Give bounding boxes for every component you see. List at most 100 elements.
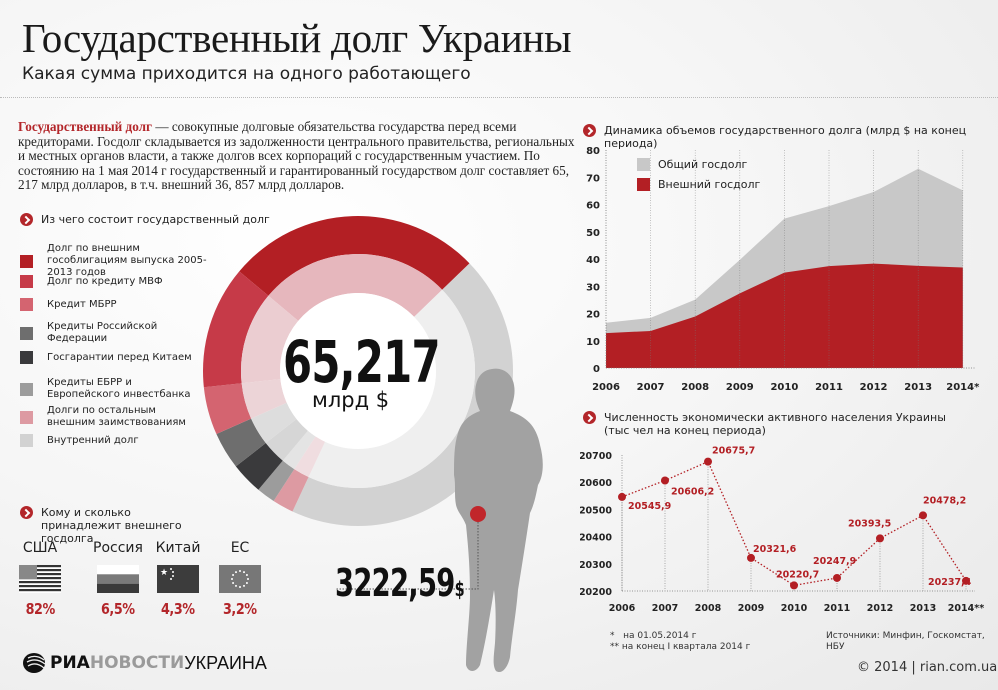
holder-usa: США 82% bbox=[10, 540, 70, 618]
data-label: 20606,2 bbox=[671, 487, 714, 498]
eu-flag-icon bbox=[219, 565, 261, 593]
data-point bbox=[790, 581, 798, 590]
x-tick-label: 2013 bbox=[904, 382, 932, 393]
legend-item: Долги по остальным внешним заимствования… bbox=[20, 405, 207, 429]
x-tick-label: 2012 bbox=[860, 382, 888, 393]
data-label: 20321,6 bbox=[753, 544, 797, 555]
legend-item: Кредиты Российской Федерации bbox=[20, 321, 207, 345]
legend-external-swatch bbox=[637, 178, 650, 191]
data-point bbox=[962, 576, 970, 585]
donut-center bbox=[280, 293, 436, 449]
russia-flag-icon bbox=[97, 565, 139, 593]
footnote-1-mark: * bbox=[610, 631, 615, 641]
holder-share: 3,2% bbox=[223, 600, 257, 618]
data-label: 20237,4 bbox=[928, 577, 972, 588]
data-point bbox=[661, 476, 669, 485]
legend-label: Кредиты ЕБРР и Европейского инвестбанка bbox=[47, 377, 191, 400]
holder-china: Китай ★ 4,3% bbox=[148, 540, 208, 618]
y-tick-label: 20400 bbox=[580, 533, 612, 544]
donut-inner-segment bbox=[251, 402, 297, 444]
copyright: © 2014 | rian.com.ua bbox=[857, 660, 998, 675]
legend-label: Долг по кредиту МВФ bbox=[47, 275, 163, 287]
data-label: 20393,5 bbox=[848, 518, 891, 529]
holder-country: Россия bbox=[93, 540, 143, 556]
y-tick-label: 30 bbox=[586, 282, 600, 293]
footnote-2: ** на конец I квартала 2014 г bbox=[610, 642, 750, 653]
holder-eu: ЕС 3,2% bbox=[210, 540, 270, 618]
footnote-1-text: на 01.05.2014 г bbox=[623, 631, 697, 641]
donut-inner-segment bbox=[282, 430, 316, 470]
legend-label: Госгарантии перед Китаем bbox=[47, 351, 192, 363]
data-point bbox=[876, 534, 884, 543]
per-worker-marker bbox=[335, 506, 486, 590]
y-tick-label: 40 bbox=[586, 255, 600, 266]
donut-segment bbox=[203, 271, 269, 388]
data-label: 20247,9 bbox=[813, 556, 856, 567]
ria-globe-icon bbox=[23, 653, 46, 673]
donut-segment bbox=[258, 460, 295, 501]
legend-swatch bbox=[20, 254, 33, 268]
legend-swatch bbox=[20, 298, 33, 311]
x-tick-label: 2008 bbox=[695, 603, 722, 614]
logo-ria: РИА bbox=[50, 653, 90, 673]
holder-share: 82% bbox=[25, 600, 55, 618]
per-worker-value: 3222,59$ bbox=[335, 563, 465, 609]
legend-external: Внешний госдолг bbox=[637, 178, 760, 191]
composition-heading: Из чего состоит государственный долг bbox=[20, 213, 270, 226]
population-heading-text: Численность экономически активного насел… bbox=[604, 411, 946, 437]
debt-chart-heading-text: Динамика объемов государственного долга … bbox=[604, 124, 967, 150]
footnote-1: * на 01.05.2014 г bbox=[610, 631, 696, 642]
intro-lead: Государственный долг bbox=[18, 119, 153, 134]
legend-total-swatch bbox=[637, 158, 650, 171]
data-label: 20545,9 bbox=[628, 501, 671, 512]
holder-share: 6,5% bbox=[101, 600, 135, 618]
x-tick-label: 2014** bbox=[948, 603, 984, 614]
x-tick-label: 2014* bbox=[946, 382, 980, 393]
x-tick-label: 2007 bbox=[652, 603, 678, 614]
y-tick-label: 20700 bbox=[580, 451, 612, 462]
sources: Источники: Минфин, Госкомстат, НБУ bbox=[826, 631, 985, 652]
legend-label: Кредиты Российской Федерации bbox=[47, 321, 158, 344]
y-tick-label: 70 bbox=[586, 173, 600, 184]
y-tick-label: 60 bbox=[586, 201, 600, 212]
chevron-right-icon bbox=[583, 124, 596, 137]
page-title: Государственный долг Украины bbox=[22, 15, 572, 61]
total-debt-unit: млрд $ bbox=[312, 388, 390, 412]
debt-chart-heading: Динамика объемов государственного долга … bbox=[583, 124, 998, 150]
legend-swatch bbox=[20, 351, 33, 364]
data-point bbox=[747, 553, 755, 562]
ria-novosti-logo: РИА НОВОСТИ УКРАИНА bbox=[22, 652, 267, 674]
legend-external-label: Внешний госдолг bbox=[658, 178, 761, 191]
data-point bbox=[704, 457, 712, 466]
population-heading-line1: Численность экономически активного насел… bbox=[604, 411, 946, 424]
legend-total: Общий госдолг bbox=[637, 158, 747, 171]
x-tick-label: 2011 bbox=[824, 603, 850, 614]
legend-swatch bbox=[20, 434, 33, 447]
page-subtitle: Какая сумма приходится на одного работаю… bbox=[22, 64, 471, 84]
legend-item: Внутренний долг bbox=[20, 434, 207, 447]
intro-paragraph: Государственный долг — совокупные долгов… bbox=[18, 119, 578, 193]
donut-inner-segment bbox=[268, 254, 443, 321]
x-tick-label: 2007 bbox=[637, 382, 665, 393]
intro-text: — совокупные долговые обязательства госу… bbox=[18, 119, 575, 192]
donut-inner-segment bbox=[241, 379, 287, 419]
y-tick-label: 20500 bbox=[580, 505, 612, 516]
holders-heading: Кому и сколько принадлежит внешнего госд… bbox=[20, 506, 201, 545]
holders-heading-text: Кому и сколько принадлежит внешнего госд… bbox=[41, 506, 182, 545]
data-label: 20478,2 bbox=[923, 495, 966, 506]
legend-item: Долг по внешним гособлигациям выпуска 20… bbox=[20, 243, 207, 279]
y-tick-label: 20200 bbox=[580, 587, 612, 598]
legend-swatch bbox=[20, 382, 33, 396]
data-label: 20675,7 bbox=[712, 446, 755, 457]
data-point bbox=[919, 511, 927, 520]
donut-segment bbox=[239, 216, 470, 296]
x-tick-label: 2010 bbox=[781, 603, 808, 614]
y-tick-label: 10 bbox=[586, 337, 600, 348]
per-worker-unit: $ bbox=[454, 577, 465, 601]
usa-flag-icon bbox=[19, 565, 61, 593]
holder-country: ЕС bbox=[230, 540, 250, 556]
legend-label: Долги по остальным внешним заимствования… bbox=[47, 405, 186, 428]
population-chart-heading: Численность экономически активного насел… bbox=[583, 411, 946, 437]
y-tick-label: 80 bbox=[586, 146, 600, 157]
